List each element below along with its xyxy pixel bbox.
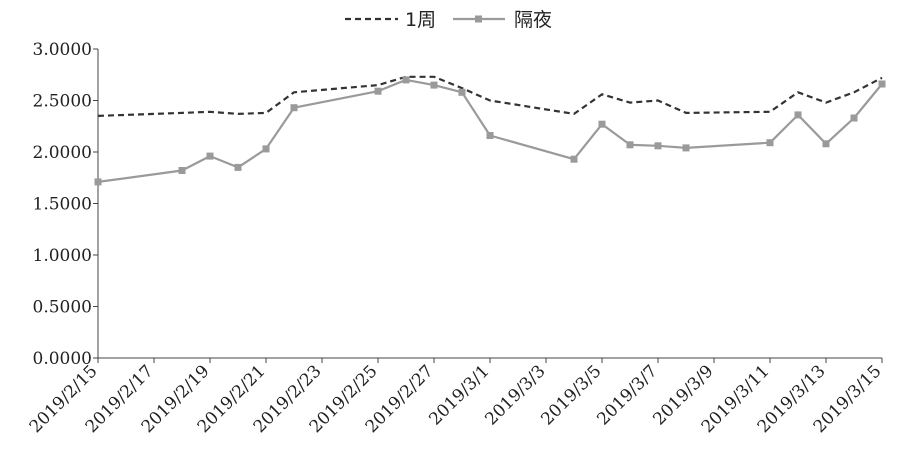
- y-tick-label: 1.5000: [33, 195, 92, 215]
- series-point-overnight: [682, 144, 690, 152]
- series-point-overnight: [570, 155, 578, 163]
- series-point-overnight: [262, 145, 270, 153]
- series-point-overnight: [598, 120, 606, 128]
- series-point-overnight: [486, 132, 494, 139]
- series-point-overnight: [234, 163, 242, 171]
- y-tick-label: 0.5000: [33, 298, 92, 318]
- series-point-overnight: [402, 76, 410, 84]
- y-ticks: 0.0000 0.5000 1.0000 1.5000 2.0000 2.5000 3.00…: [33, 40, 98, 369]
- y-tick-label: 2.5000: [33, 92, 92, 112]
- legend-swatch-overnight-marker: [475, 15, 482, 23]
- x-ticks: 2019/2/152019/2/172019/2/192019/2/212019…: [26, 358, 886, 437]
- y-tick-label: 0.0000: [33, 349, 92, 369]
- series-point-overnight: [206, 152, 214, 160]
- legend-label-1w: 1周: [405, 9, 436, 31]
- series-point-overnight: [654, 142, 662, 150]
- series-line-1w: [97, 75, 883, 117]
- series-point-overnight: [458, 88, 466, 96]
- y-tick-label: 2.0000: [33, 143, 92, 163]
- series-point-overnight: [430, 81, 438, 89]
- series-point-overnight: [878, 80, 886, 88]
- series-point-overnight: [178, 167, 186, 174]
- series-point-overnight: [766, 139, 774, 147]
- legend-label-overnight: 隔夜: [514, 9, 552, 31]
- series-line-overnight: [97, 78, 883, 183]
- series-point-overnight: [290, 104, 298, 112]
- series-point-overnight: [850, 114, 858, 122]
- series-point-overnight: [94, 178, 102, 186]
- y-tick-label: 3.0000: [33, 40, 92, 60]
- x-tick-label: 2019/3/7: [593, 361, 661, 429]
- series-point-overnight: [794, 111, 802, 119]
- series-point-overnight: [822, 140, 830, 148]
- series-point-overnight: [626, 141, 634, 149]
- x-tick-label: 2019/3/5: [537, 361, 605, 429]
- legend: 1周 隔夜: [345, 9, 552, 31]
- x-tick-label: 2019/3/1: [425, 361, 493, 429]
- x-tick-label: 2019/3/3: [481, 361, 549, 429]
- y-tick-label: 1.0000: [33, 246, 92, 266]
- series-layer: [94, 75, 886, 186]
- series-point-overnight: [374, 87, 382, 95]
